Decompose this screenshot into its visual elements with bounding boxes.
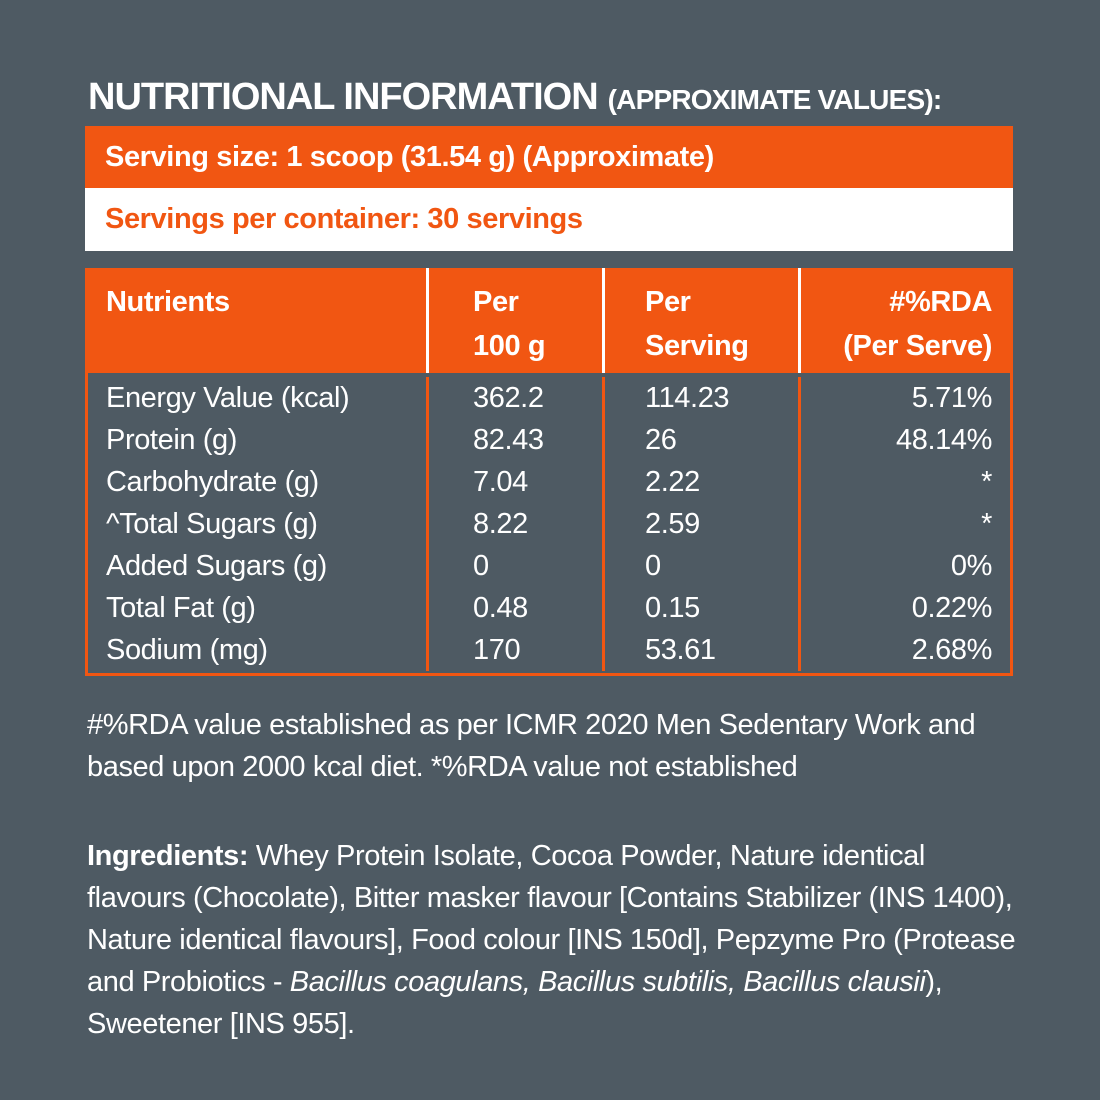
nutrient-cell: Carbohydrate (g) — [88, 461, 429, 503]
nutrient-cell: ^Total Sugars (g) — [88, 503, 429, 545]
per-100g-cell: 82.43 — [429, 419, 605, 461]
per-serving-cell: 0 — [605, 545, 801, 587]
rda-cell: 0% — [950, 550, 993, 582]
rda-cell: 5.71% — [911, 382, 993, 414]
ingredients-paragraph: Ingredients: Whey Protein Isolate, Cocoa… — [85, 835, 1025, 1045]
servings-per-container-banner: Servings per container: 30 servings — [85, 188, 1013, 251]
per-100g-cell: 362.2 — [429, 377, 605, 419]
per-serving-cell: 0.15 — [605, 587, 801, 629]
per-serving-cell: 26 — [605, 419, 801, 461]
header-per-serving-line2: Serving — [645, 330, 749, 362]
title-suffix-text: (APPROXIMATE VALUES): — [607, 84, 943, 115]
nutrient-cell: Sodium (mg) — [88, 629, 429, 671]
table-row: ^Total Sugars (g) 8.22 2.59 * — [88, 503, 1010, 545]
rda-cell: 0.22% — [911, 592, 993, 624]
header-per-serving-line1: Per — [645, 286, 691, 318]
header-rda: #%RDA (Per Serve) — [801, 268, 1010, 373]
table-row: Energy Value (kcal) 362.2 114.23 5.71% — [88, 377, 1010, 419]
title-main-text: NUTRITIONAL INFORMATION — [88, 76, 599, 118]
ingredients-text-before-italic: Whey Protein Isolate, Cocoa Powder, Natu… — [87, 840, 1016, 998]
ingredients-text-after-italic: ), Sweetener [INS 955]. — [87, 966, 943, 1040]
table-header-row: Nutrients Per 100 g Per Serving #%RDA (P… — [85, 268, 1013, 373]
nutrient-cell: Total Fat (g) — [88, 587, 429, 629]
header-per-100g-line1: Per — [473, 286, 519, 318]
table-row: Protein (g) 82.43 26 48.14% — [88, 419, 1010, 461]
per-serving-cell: 53.61 — [605, 629, 801, 671]
rda-cell: * — [981, 466, 992, 498]
ingredients-italic-species: Bacillus coagulans, Bacillus subtilis, B… — [289, 966, 926, 998]
ingredients-label: Ingredients: — [87, 840, 249, 872]
header-per-100g: Per 100 g — [429, 268, 605, 373]
rda-footnote: #%RDA value established as per ICMR 2020… — [87, 709, 976, 783]
table-row: Added Sugars (g) 0 0 0% — [88, 545, 1010, 587]
serving-size-text: Serving size: 1 scoop (31.54 g) (Approxi… — [105, 140, 714, 173]
page-title: NUTRITIONAL INFORMATION (APPROXIMATE VALU… — [85, 76, 1013, 119]
per-100g-cell: 0.48 — [429, 587, 605, 629]
header-rda-line2: (Per Serve) — [843, 330, 992, 362]
table-row: Total Fat (g) 0.48 0.15 0.22% — [88, 587, 1010, 629]
per-serving-cell: 2.59 — [605, 503, 801, 545]
header-per-100g-line2: 100 g — [473, 330, 546, 362]
table-row: Sodium (mg) 170 53.61 2.68% — [88, 629, 1010, 671]
per-100g-cell: 7.04 — [429, 461, 605, 503]
header-per-serving: Per Serving — [605, 268, 801, 373]
servings-per-container-text: Servings per container: 30 servings — [105, 203, 583, 235]
per-100g-cell: 8.22 — [429, 503, 605, 545]
rda-cell: * — [981, 508, 992, 540]
per-100g-cell: 0 — [429, 545, 605, 587]
per-serving-cell: 2.22 — [605, 461, 801, 503]
header-nutrients-line1: Nutrients — [106, 286, 230, 318]
nutrition-table: Nutrients Per 100 g Per Serving #%RDA (P… — [85, 268, 1013, 676]
serving-size-banner: Serving size: 1 scoop (31.54 g) (Approxi… — [85, 126, 1013, 188]
table-body: Energy Value (kcal) 362.2 114.23 5.71% P… — [85, 373, 1013, 676]
label-content: NUTRITIONAL INFORMATION (APPROXIMATE VALU… — [85, 0, 1016, 1045]
nutrient-cell: Added Sugars (g) — [88, 545, 429, 587]
rda-cell: 48.14% — [896, 424, 992, 456]
per-100g-cell: 170 — [429, 629, 605, 671]
header-rda-line1: #%RDA — [889, 286, 992, 318]
nutrient-cell: Protein (g) — [88, 419, 429, 461]
rda-cell: 2.68% — [911, 634, 993, 666]
nutrient-cell: Energy Value (kcal) — [88, 377, 429, 419]
header-nutrients: Nutrients — [88, 268, 429, 373]
per-serving-cell: 114.23 — [605, 377, 801, 419]
table-row: Carbohydrate (g) 7.04 2.22 * — [88, 461, 1010, 503]
